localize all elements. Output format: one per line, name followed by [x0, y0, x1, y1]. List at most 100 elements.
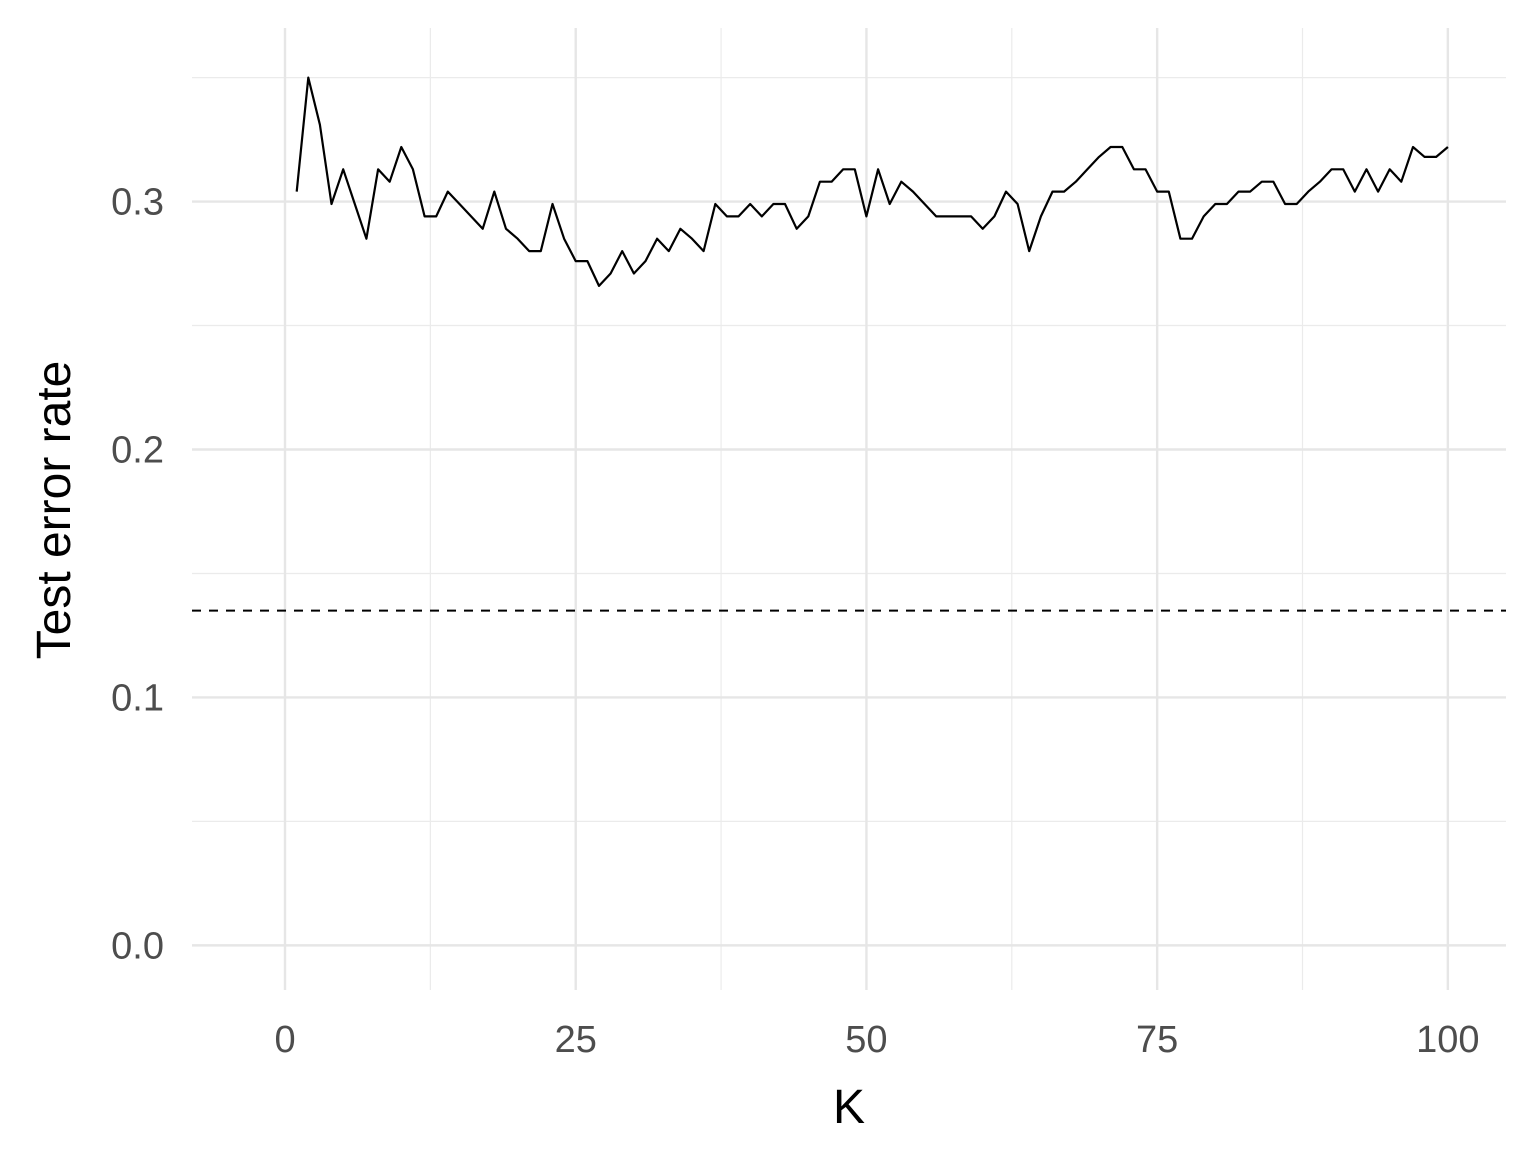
x-tick-label: 50: [845, 1019, 887, 1061]
data-point: [480, 226, 485, 231]
data-point: [690, 236, 695, 241]
data-point: [573, 259, 578, 264]
data-point: [887, 202, 892, 207]
data-point: [1364, 167, 1369, 172]
data-point: [1131, 167, 1136, 172]
data-point: [1201, 214, 1206, 219]
data-point: [596, 283, 601, 288]
data-point: [387, 179, 392, 184]
data-point: [748, 202, 753, 207]
data-point: [655, 236, 660, 241]
data-point: [1259, 179, 1264, 184]
data-point: [1155, 189, 1160, 194]
data-point: [806, 214, 811, 219]
data-point: [527, 249, 532, 254]
data-point: [1376, 189, 1381, 194]
data-point: [445, 189, 450, 194]
data-point: [1352, 189, 1357, 194]
data-point: [713, 202, 718, 207]
data-point: [724, 214, 729, 219]
data-point: [910, 189, 915, 194]
data-point: [666, 249, 671, 254]
data-point: [1329, 167, 1334, 172]
data-point: [515, 236, 520, 241]
data-point: [783, 202, 788, 207]
data-point: [492, 189, 497, 194]
data-point: [992, 214, 997, 219]
data-point: [1143, 167, 1148, 172]
data-point: [376, 167, 381, 172]
data-point: [364, 236, 369, 241]
data-point: [980, 226, 985, 231]
data-point: [503, 226, 508, 231]
x-tick-label: 25: [555, 1019, 597, 1061]
data-point: [1108, 145, 1113, 150]
y-tick-label: 0.1: [111, 677, 164, 719]
data-point: [852, 167, 857, 172]
data-point: [1073, 179, 1078, 184]
data-point: [1317, 179, 1322, 184]
data-point: [1224, 202, 1229, 207]
major-gridlines: [192, 28, 1506, 990]
y-tick-label: 0.0: [111, 925, 164, 967]
data-point: [1410, 145, 1415, 150]
x-tick-label: 0: [274, 1019, 295, 1061]
data-point: [1445, 145, 1450, 150]
data-point: [1294, 202, 1299, 207]
data-point: [585, 259, 590, 264]
y-tick-label: 0.2: [111, 429, 164, 471]
data-point: [899, 179, 904, 184]
data-point: [934, 214, 939, 219]
data-point: [1399, 179, 1404, 184]
data-point: [620, 249, 625, 254]
minor-gridlines: [192, 28, 1506, 990]
data-point: [1236, 189, 1241, 194]
data-point: [294, 189, 299, 194]
series-line: [295, 76, 1449, 287]
data-point: [1027, 249, 1032, 254]
data-point: [864, 214, 869, 219]
data-point: [1434, 154, 1439, 159]
y-axis-title: Test error rate: [28, 361, 81, 660]
data-point: [469, 214, 474, 219]
y-axis-tick-labels: 0.0 0.1 0.2 0.3: [111, 182, 164, 968]
data-point: [1166, 189, 1171, 194]
data-point: [1178, 236, 1183, 241]
data-point: [1062, 189, 1067, 194]
data-point: [1015, 202, 1020, 207]
data-point: [643, 259, 648, 264]
data-point: [957, 214, 962, 219]
data-point: [1038, 214, 1043, 219]
data-point: [1213, 202, 1218, 207]
data-point: [341, 167, 346, 172]
data-point: [1306, 189, 1311, 194]
data-point: [736, 214, 741, 219]
data-point: [945, 214, 950, 219]
x-tick-label: 75: [1136, 1019, 1178, 1061]
data-point: [1422, 154, 1427, 159]
data-point: [678, 226, 683, 231]
data-point: [771, 202, 776, 207]
x-axis-tick-labels: 0 25 50 75 100: [274, 1019, 1479, 1061]
data-point: [1003, 189, 1008, 194]
data-point: [550, 202, 555, 207]
data-point: [1248, 189, 1253, 194]
data-point: [434, 214, 439, 219]
data-point: [759, 214, 764, 219]
data-point: [969, 214, 974, 219]
data-point: [1283, 202, 1288, 207]
data-point: [1190, 236, 1195, 241]
data-point: [841, 167, 846, 172]
data-point: [1271, 179, 1276, 184]
data-point: [399, 145, 404, 150]
x-tick-label: 100: [1416, 1019, 1479, 1061]
data-point: [562, 236, 567, 241]
series-layer: [294, 76, 1450, 288]
data-point: [1387, 167, 1392, 172]
data-point: [329, 202, 334, 207]
data-point: [1050, 189, 1055, 194]
data-point: [876, 167, 881, 172]
data-point: [352, 202, 357, 207]
